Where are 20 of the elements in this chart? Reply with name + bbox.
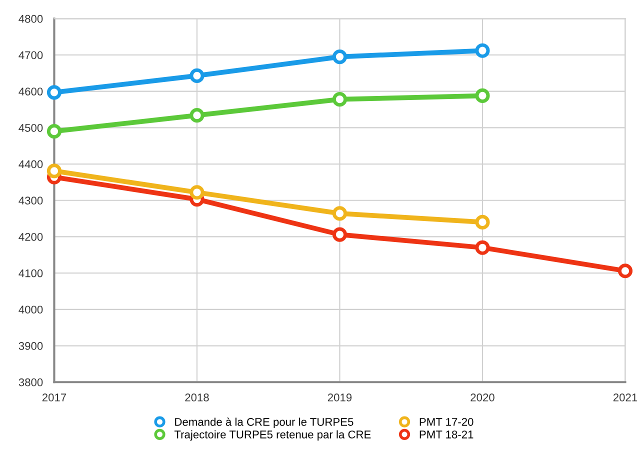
y-tick-label: 4300 <box>18 196 43 205</box>
y-tick-label: 3900 <box>18 342 43 350</box>
x-tick-label: 2020 <box>470 394 494 402</box>
legend-label: PMT 17-20 <box>420 418 474 426</box>
y-tick-label: 4000 <box>18 306 43 314</box>
legend-label: Demande à la CRE pour le TURPE5 <box>175 418 354 428</box>
y-tick-label: 4600 <box>18 88 43 96</box>
y-tick-label: 4100 <box>18 269 43 278</box>
y-tick-label: 4800 <box>18 14 43 23</box>
x-tick-label: 2019 <box>328 394 352 402</box>
x-tick-label: 2017 <box>42 394 66 402</box>
y-tick-label: 4200 <box>18 232 43 241</box>
x-tick-label: 2018 <box>185 394 209 402</box>
legend-label: Trajectoire TURPE5 retenue par la CRE <box>174 430 371 441</box>
y-tick-label: 4700 <box>18 51 43 60</box>
x-tick-label: 2021 <box>613 394 638 402</box>
y-tick-label: 3800 <box>18 378 43 386</box>
legend-label: PMT 18-21 <box>420 430 474 438</box>
y-tick-label: 4500 <box>18 124 43 132</box>
y-tick-label: 4400 <box>18 160 43 168</box>
